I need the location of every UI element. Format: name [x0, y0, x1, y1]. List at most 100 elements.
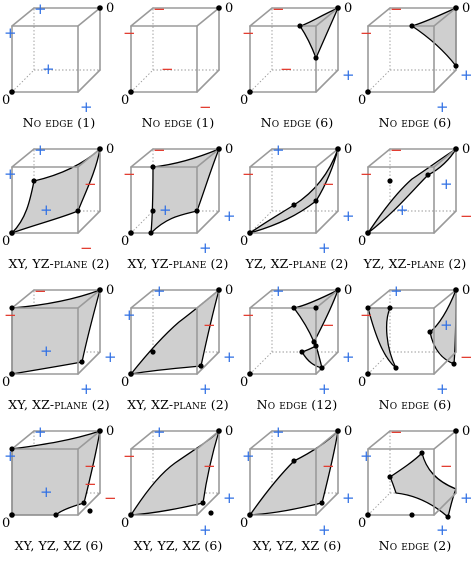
caption-count: (1) — [77, 115, 96, 130]
zero-label: 0 — [344, 1, 352, 16]
minus-sign: − — [153, 141, 166, 159]
surface-vertex — [313, 343, 319, 349]
plus-sign: + — [223, 348, 236, 366]
minus-sign: − — [460, 207, 473, 225]
minus-sign: − — [153, 0, 166, 18]
surface-vertex — [365, 305, 371, 311]
cube-edge — [249, 148, 273, 168]
minus-sign: − — [34, 282, 47, 300]
cube-edge — [315, 430, 339, 450]
caption-main: XY, YZ- — [127, 256, 173, 271]
panel-caption: XY, XZ-plane (2) — [0, 397, 118, 412]
plus-sign: + — [342, 348, 355, 366]
panel-caption: XY, YZ, XZ (6) — [0, 538, 118, 553]
cube-edge — [433, 289, 457, 309]
panel-caption: YZ, XZ-plane (2) — [356, 256, 474, 271]
cube-edge — [196, 148, 220, 168]
cube-panel: 0 0 + + − − + − XY, YZ, XZ (6) — [0, 423, 118, 564]
caption-count: (6) — [204, 538, 223, 553]
surface-vertex — [419, 450, 425, 456]
isosurface-patch — [301, 345, 323, 369]
plus-sign: + — [80, 380, 93, 398]
zero-vertex — [128, 371, 134, 377]
cube-edge — [77, 148, 101, 168]
caption-count: (2) — [210, 397, 229, 412]
surface-vertex — [81, 500, 87, 506]
zero-vertex — [335, 5, 341, 11]
hidden-edge — [249, 69, 273, 93]
zero-vertex — [97, 287, 103, 293]
plus-sign: + — [460, 489, 473, 507]
caption-main: YZ, XZ- — [245, 256, 293, 271]
plus-sign: + — [272, 141, 285, 159]
zero-vertex — [216, 5, 222, 11]
isosurface-patch — [11, 289, 101, 375]
plus-sign: + — [104, 348, 117, 366]
plus-sign: + — [34, 141, 47, 159]
zero-vertex — [216, 428, 222, 434]
zero-vertex — [97, 5, 103, 11]
zero-label: 0 — [121, 234, 129, 249]
zero-label: 0 — [2, 93, 10, 108]
panel-caption: No edge (1) — [0, 115, 118, 130]
minus-sign: − — [360, 165, 373, 183]
cube-edge — [315, 7, 339, 27]
zero-label: 0 — [2, 234, 10, 249]
cube-edge — [196, 492, 220, 516]
zero-label: 0 — [344, 142, 352, 157]
zero-label: 0 — [358, 93, 366, 108]
surface-vertex — [299, 349, 305, 355]
hidden-edge — [249, 351, 273, 375]
zero-label: 0 — [240, 234, 248, 249]
cube-edge — [77, 289, 101, 309]
caption-count: (2) — [210, 256, 229, 271]
zero-label: 0 — [462, 283, 470, 298]
zero-vertex — [453, 146, 459, 152]
cube-figure: 00++−++ — [240, 423, 355, 539]
zero-label: 0 — [240, 93, 248, 108]
hidden-edge — [367, 492, 391, 516]
surface-vertex — [409, 23, 415, 29]
caption-count: (6) — [315, 115, 334, 130]
surface-vertex — [9, 305, 15, 311]
zero-label: 0 — [106, 424, 114, 439]
zero-vertex — [247, 230, 253, 236]
zero-vertex — [247, 371, 253, 377]
zero-vertex — [365, 230, 371, 236]
cube-edge — [433, 7, 457, 27]
cube-edge — [315, 210, 339, 234]
zero-vertex — [9, 371, 15, 377]
caption-count: (12) — [311, 397, 338, 412]
zero-label: 0 — [121, 375, 129, 390]
surface-vertex — [425, 172, 431, 178]
cube-edge — [77, 210, 101, 234]
surface-vertex — [87, 508, 93, 514]
cube-panel: 0 0− + − + + No edge (2) — [356, 423, 474, 564]
plus-sign: + — [242, 447, 255, 465]
surface-vertex — [291, 458, 297, 464]
caption-small: plane — [410, 256, 445, 271]
zero-label: 0 — [225, 283, 233, 298]
surface-vertex — [297, 23, 303, 29]
caption-small: plane — [53, 256, 88, 271]
cube-panel: 0 0− − + − + YZ, XZ-plane (2) — [356, 141, 474, 282]
caption-main: No edge — [378, 397, 430, 412]
cube-figure: 0 0 + + − − + — [2, 141, 114, 257]
caption-main: XY, YZ- — [8, 256, 54, 271]
isosurface-patch — [389, 452, 457, 518]
zero-label: 0 — [462, 142, 470, 157]
cube-edge — [11, 289, 35, 309]
cube-edge — [130, 7, 154, 27]
plus-sign: + — [42, 60, 55, 78]
cube-edge — [433, 492, 457, 516]
cube-panel: 0 0− − + + + XY, YZ-plane (2) — [119, 141, 237, 282]
surface-vertex — [311, 339, 317, 345]
plus-sign: + — [80, 98, 93, 116]
minus-sign: − — [199, 98, 212, 116]
panel-caption: No edge (6) — [238, 115, 356, 130]
cube-edge — [249, 289, 273, 309]
minus-sign: − — [203, 457, 216, 475]
cube-edge — [196, 351, 220, 375]
minus-sign: − — [440, 457, 453, 475]
